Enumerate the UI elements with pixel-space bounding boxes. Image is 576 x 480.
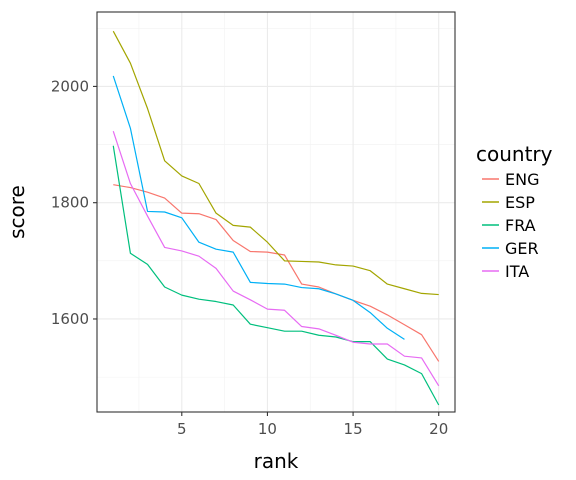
x-axis-title: rank <box>254 449 299 473</box>
series-line-ger <box>112 75 405 340</box>
y-tick-label: 1800 <box>51 194 89 212</box>
series-lines <box>112 30 440 406</box>
x-tick-label: 20 <box>429 420 448 438</box>
panel-border-rect <box>96 11 456 413</box>
legend: country ENG ESP FRA GER ITA <box>476 142 553 281</box>
x-axis: 5 10 15 20 <box>177 412 448 438</box>
legend-label-fra: FRA <box>505 216 536 235</box>
x-tick-label: 5 <box>177 420 187 438</box>
x-tick-label: 15 <box>344 420 363 438</box>
y-tick-label: 2000 <box>51 77 89 95</box>
x-tick-label: 10 <box>258 420 277 438</box>
series-line-eng <box>113 184 440 362</box>
y-axis: 1600 1800 2000 <box>51 77 97 328</box>
legend-label-eng: ENG <box>505 170 539 189</box>
series-line-ita <box>112 131 440 387</box>
legend-label-ita: ITA <box>505 262 529 281</box>
legend-label-ger: GER <box>505 239 539 258</box>
panel-border <box>96 11 456 413</box>
y-axis-title: score <box>5 185 29 239</box>
legend-title: country <box>476 142 553 166</box>
y-tick-label: 1600 <box>51 310 89 328</box>
series-line-fra <box>112 145 440 406</box>
legend-label-esp: ESP <box>505 193 535 212</box>
series-line-esp <box>112 30 439 296</box>
major-gridlines <box>97 12 455 412</box>
minor-gridlines <box>97 12 455 412</box>
